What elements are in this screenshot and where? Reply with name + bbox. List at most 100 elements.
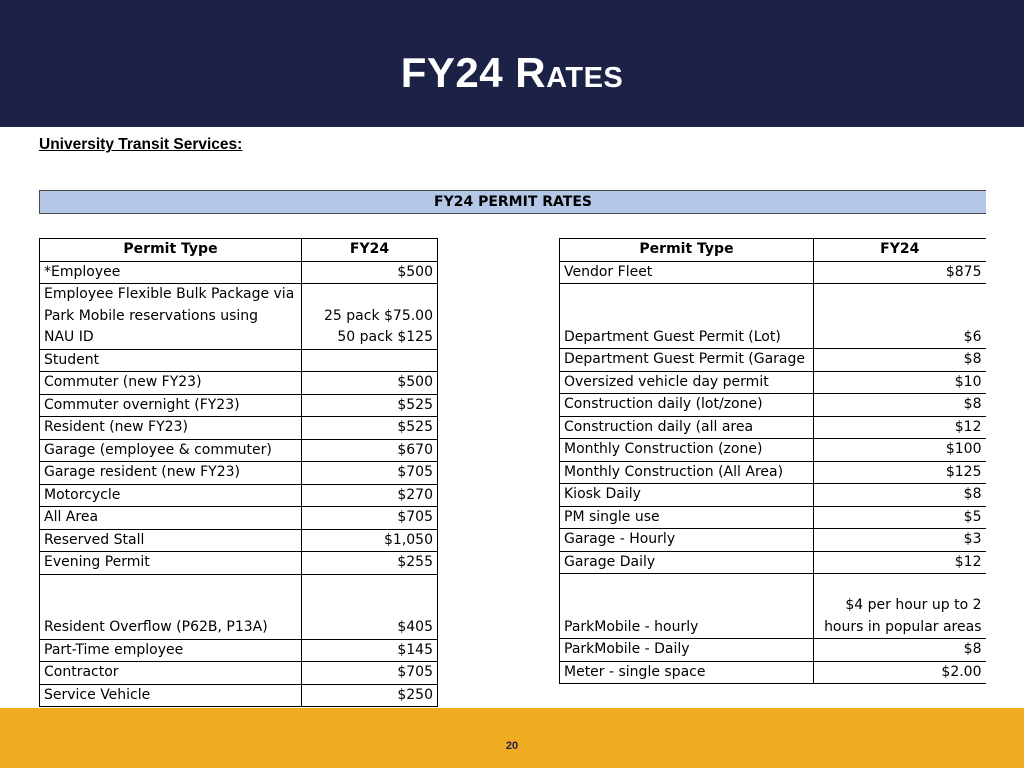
table-row: Garage Daily $12 — [559, 550, 986, 574]
permit-type-cell: Department Guest Permit (Garage — [559, 348, 814, 372]
table-row: ParkMobile - hourly $4 per hour up to 2 h… — [559, 573, 986, 639]
table-row: Construction daily (lot/zone) $8 — [559, 393, 986, 417]
table-row: Motorcycle $270 — [39, 483, 438, 507]
fy24-rate-cell: $705 — [301, 461, 438, 485]
permit-type-cell: Garage (employee & commuter) — [39, 438, 302, 462]
fy24-rate-cell: $705 — [301, 506, 438, 530]
permit-type-cell: Part-Time employee — [39, 638, 302, 662]
permit-type-cell: ParkMobile - Daily — [559, 638, 814, 662]
fy24-rate-cell: $12 — [813, 415, 986, 439]
permit-type-cell: Vendor Fleet — [559, 260, 814, 284]
fy24-rate-cell: $8 — [813, 483, 986, 507]
column-header-fy24: FY24 — [813, 238, 986, 262]
permit-type-cell: Monthly Construction (All Area) — [559, 460, 814, 484]
fy24-rate-cell: $2.00 — [813, 660, 986, 684]
fy24-rate-cell: $145 — [301, 638, 438, 662]
fy24-rate-cell: $8 — [813, 393, 986, 417]
permit-type-cell: Monthly Construction (zone) — [559, 438, 814, 462]
permit-type-cell: Garage resident (new FY23) — [39, 461, 302, 485]
column-header-fy24: FY24 — [301, 238, 438, 262]
fy24-rate-cell: $250 — [301, 683, 438, 707]
permit-type-cell: *Employee — [39, 260, 302, 284]
permit-type-cell: Construction daily (lot/zone) — [559, 393, 814, 417]
table-row: Service Vehicle $250 — [39, 683, 438, 707]
permit-type-cell: Employee Flexible Bulk Package via Park … — [39, 283, 302, 350]
table-row: Oversized vehicle day permit $10 — [559, 370, 986, 394]
table-row: PM single use $5 — [559, 505, 986, 529]
permit-type-cell: Department Guest Permit (Lot) — [559, 283, 814, 349]
permit-type-cell: Construction daily (all area — [559, 415, 814, 439]
table-row: Garage - Hourly $3 — [559, 528, 986, 552]
permit-type-cell: Evening Permit — [39, 551, 302, 575]
table-row: Evening Permit $255 — [39, 551, 438, 575]
table-row: Resident (new FY23) $525 — [39, 416, 438, 440]
fy24-rate-cell: $8 — [813, 348, 986, 372]
table-header-row: Permit Type FY24 — [39, 238, 438, 262]
left-rates-table: Permit Type FY24 *Employee $500 Employee F… — [39, 238, 438, 707]
table-row: Monthly Construction (All Area) $125 — [559, 460, 986, 484]
footer-bar — [0, 708, 1024, 768]
fy24-rate-cell: $525 — [301, 416, 438, 440]
table-row: Resident Overflow (P62B, P13A) $405 — [39, 573, 438, 640]
fy24-rate-cell: $255 — [301, 551, 438, 575]
table-row: Department Guest Permit (Lot) $6 — [559, 283, 986, 349]
fy24-rate-cell: $3 — [813, 528, 986, 552]
fy24-rate-cell: $875 — [813, 260, 986, 284]
column-header-permit-type: Permit Type — [39, 238, 302, 262]
table-row: Monthly Construction (zone) $100 — [559, 438, 986, 462]
permit-type-cell: Meter - single space — [559, 660, 814, 684]
fy24-rate-cell: $8 — [813, 638, 986, 662]
permit-type-cell: Service Vehicle — [39, 683, 302, 707]
fy24-rate-cell: $500 — [301, 260, 438, 284]
fy24-rate-cell: $100 — [813, 438, 986, 462]
fy24-rate-cell: $12 — [813, 550, 986, 574]
table-row: Student — [39, 348, 438, 372]
fy24-rate-cell: 25 pack $75.00 50 pack $125 — [301, 283, 438, 350]
table-row: Garage resident (new FY23) $705 — [39, 461, 438, 485]
permit-type-cell: Reserved Stall — [39, 528, 302, 552]
permit-type-cell: Commuter overnight (FY23) — [39, 393, 302, 417]
table-row: Department Guest Permit (Garage $8 — [559, 348, 986, 372]
table-row: Garage (employee & commuter) $670 — [39, 438, 438, 462]
fy24-rate-cell: $4 per hour up to 2 hours in popular are… — [813, 573, 986, 639]
table-row: Contractor $705 — [39, 661, 438, 685]
permit-type-cell: Commuter (new FY23) — [39, 371, 302, 395]
table-row: Vendor Fleet $875 — [559, 260, 986, 284]
table-row: Commuter (new FY23) $500 — [39, 371, 438, 395]
permit-rates-banner: FY24 PERMIT RATES — [39, 190, 986, 214]
table-row: Reserved Stall $1,050 — [39, 528, 438, 552]
title-bar — [0, 0, 1024, 127]
permit-type-cell: Student — [39, 348, 302, 372]
permit-type-cell: Oversized vehicle day permit — [559, 370, 814, 394]
fy24-rate-cell: $125 — [813, 460, 986, 484]
fy24-rate-cell: $705 — [301, 661, 438, 685]
fy24-rate-cell: $405 — [301, 573, 438, 640]
permit-type-cell: Resident (new FY23) — [39, 416, 302, 440]
table-row: Construction daily (all area $12 — [559, 415, 986, 439]
fy24-rate-cell: $270 — [301, 483, 438, 507]
fy24-rate-cell: $6 — [813, 283, 986, 349]
column-header-permit-type: Permit Type — [559, 238, 814, 262]
section-subtitle: University Transit Services: — [39, 136, 243, 153]
permit-type-cell: All Area — [39, 506, 302, 530]
table-header-row: Permit Type FY24 — [559, 238, 986, 262]
fy24-rate-cell — [301, 348, 438, 372]
table-row: Commuter overnight (FY23) $525 — [39, 393, 438, 417]
table-row: All Area $705 — [39, 506, 438, 530]
table-row: Employee Flexible Bulk Package via Park … — [39, 283, 438, 350]
fy24-rate-cell: $670 — [301, 438, 438, 462]
permit-type-cell: Garage Daily — [559, 550, 814, 574]
page-number: 20 — [505, 740, 519, 752]
table-row: Part-Time employee $145 — [39, 638, 438, 662]
table-row: Meter - single space $2.00 — [559, 660, 986, 684]
permit-type-cell: Contractor — [39, 661, 302, 685]
permit-type-cell: Resident Overflow (P62B, P13A) — [39, 573, 302, 640]
page-title: FY24 Rates — [400, 49, 624, 96]
table-row: Kiosk Daily $8 — [559, 483, 986, 507]
permit-type-cell: Motorcycle — [39, 483, 302, 507]
permit-type-cell: Garage - Hourly — [559, 528, 814, 552]
table-row: ParkMobile - Daily $8 — [559, 638, 986, 662]
permit-type-cell: ParkMobile - hourly — [559, 573, 814, 639]
fy24-rate-cell: $525 — [301, 393, 438, 417]
fy24-rate-cell: $500 — [301, 371, 438, 395]
